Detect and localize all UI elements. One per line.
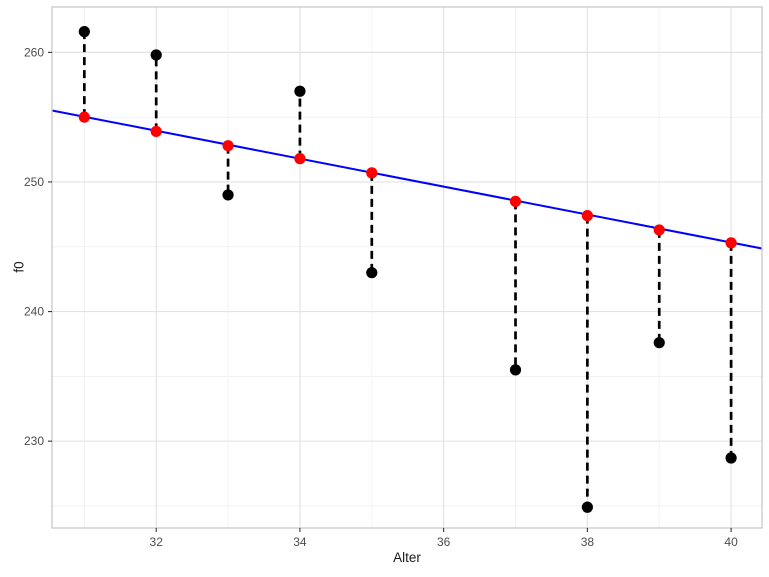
observed-point: [150, 49, 162, 61]
panel-background: [52, 7, 762, 528]
fitted-point: [653, 224, 665, 236]
fitted-point: [78, 111, 90, 123]
observed-point: [581, 501, 593, 513]
x-tick-label: 34: [293, 535, 307, 549]
observed-point: [366, 267, 378, 279]
fitted-point: [725, 237, 737, 249]
y-tick-label: 260: [24, 45, 44, 59]
observed-point: [509, 364, 522, 376]
fitted-point: [222, 140, 234, 152]
y-tick-label: 250: [24, 175, 44, 189]
observed-point: [653, 337, 665, 349]
fitted-point: [581, 210, 593, 222]
observed-point: [294, 85, 306, 97]
observed-point: [725, 452, 737, 464]
regression-line: [51, 109, 763, 250]
x-tick-label: 36: [437, 535, 451, 549]
x-tick-label: 32: [150, 535, 164, 549]
y-tick-label: 240: [24, 305, 44, 319]
panel-border: [51, 6, 763, 529]
x-axis-title: Alter: [393, 550, 421, 565]
fitted-point: [150, 125, 162, 138]
observed-point: [222, 189, 234, 201]
x-tick-label: 38: [581, 535, 595, 549]
y-axis-title: f0: [11, 261, 27, 273]
fitted-point: [294, 153, 306, 165]
y-tick-label: 230: [24, 434, 44, 448]
fitted-point: [366, 167, 378, 179]
fitted-point: [509, 195, 522, 208]
x-tick-label: 40: [724, 535, 738, 549]
observed-point: [78, 26, 90, 38]
